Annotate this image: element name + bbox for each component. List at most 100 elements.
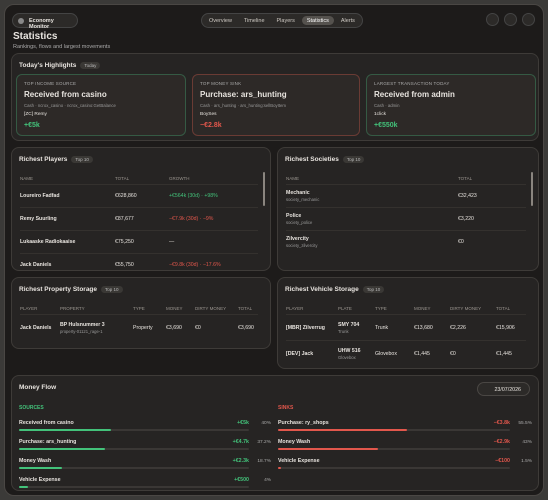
nav-tab[interactable]: Players — [276, 18, 295, 24]
card-title: Received from casino — [24, 90, 107, 99]
flow-track — [278, 448, 510, 450]
flow-row: Vehicle Expense −€100 1.5% — [278, 458, 532, 476]
column-header: DIRTY MONEY — [195, 305, 227, 311]
title-text: Richest Property Storage — [19, 286, 98, 294]
panel-title: Money Flow — [19, 384, 57, 391]
badge: Today — [80, 62, 101, 69]
table-cell: Loureiro Fadfad — [20, 193, 60, 199]
flow-share: 18.7% — [257, 459, 271, 464]
table-cell: Trunk — [375, 324, 389, 331]
card-label: TOP INCOME SOURCE — [24, 81, 77, 86]
table-cell: Jack Daniels — [20, 262, 52, 268]
flow-name: Vehicle Expense — [278, 458, 320, 464]
table-row[interactable]: Police society_police €3,220 — [286, 207, 526, 230]
flow-row: Vehicle Expense +€500 4% — [19, 477, 271, 495]
flow-amount: +€4.7k — [232, 439, 249, 445]
table: PLAYER PLATE TYPE MONEY DIRTY MONEY TOTAL [MBR… — [286, 302, 526, 366]
flow-name: Purchase: ars_hunting — [19, 439, 77, 445]
column-header: TYPE — [375, 305, 387, 311]
card-amount: +€550k — [374, 122, 398, 129]
table-cell: Mechanic society_mechanic — [286, 190, 458, 202]
card-detail: Cash · admin — [374, 103, 400, 108]
cell-sub: property-01121_rage-1 — [60, 328, 103, 334]
nav-tab[interactable]: Alerts — [340, 18, 355, 24]
column-header: TOTAL — [458, 175, 473, 181]
cell-sub: Trunk — [338, 328, 349, 334]
cell-main: SMY 704 — [338, 321, 360, 328]
nav-tab[interactable]: Overview — [209, 18, 232, 24]
card-actor: BoySes — [200, 112, 217, 117]
table-cell: €87,677 — [115, 216, 134, 222]
flow-share: 40% — [261, 421, 271, 426]
flow-name: Vehicle Expense — [19, 477, 61, 483]
scrollbar — [263, 172, 265, 206]
table-row[interactable]: Loureiro Fadfad €628,860 +€564k (30d) · +9… — [20, 184, 258, 207]
flow-track — [278, 467, 510, 469]
card-label: LARGEST TRANSACTION TODAY — [374, 81, 450, 86]
highlight-card: TOP INCOME SOURCE Received from casino Cas… — [16, 74, 186, 136]
panel-title: Richest Vehicle Storage Top 10 — [285, 286, 385, 293]
column-header: PLAYER — [20, 305, 38, 311]
table-row[interactable]: [DEV] Jack UHW 516 Glovebox Glovebox €1,445 €… — [286, 340, 526, 366]
cell-sub: society_zilvercity — [286, 243, 318, 248]
table-cell: Zilvercity society_zilvercity — [286, 236, 458, 248]
nav-bar: Overview Timeline Players Statistics Alerts — [201, 13, 363, 28]
table-cell: €32,423 — [458, 193, 477, 199]
flow-name: Money Wash — [278, 439, 311, 445]
cell-main: UHW 516 — [338, 347, 361, 354]
flow-name: Received from casino — [19, 420, 74, 426]
card-amount: +€5k — [24, 122, 40, 129]
vehicle-panel: Richest Vehicle Storage Top 10 PLAYER PLATE… — [277, 277, 539, 369]
table-row[interactable]: [MBR] Zilverrug SMY 704 Trunk Trunk €13,680 €… — [286, 314, 526, 340]
flow-amount: −€3.8k — [493, 420, 510, 426]
card-label: TOP MONEY SINK — [200, 81, 242, 86]
flow-bar — [278, 448, 378, 450]
date-picker[interactable]: 23/07/2026 — [477, 382, 530, 396]
column-header: TOTAL — [238, 305, 253, 311]
flow-track — [19, 486, 249, 488]
table-header: PLAYER PROPERTY TYPE MONEY DIRTY MONEY TOTAL — [20, 302, 258, 314]
table-cell: €2,226 — [450, 324, 466, 331]
flow-share: 37.2% — [257, 440, 271, 445]
table-row[interactable]: Jack Daniels €55,750 −€9.8k (30d) · −17.6% — [20, 253, 258, 276]
card-detail: Cash · ncrox_casino · ncrox_casino:GetBa… — [24, 103, 116, 108]
table: NAME TOTAL GROWTH Loureiro Fadfad €628,860 +€… — [20, 172, 258, 276]
highlights-panel: Today's Highlights Today TOP INCOME SOURC… — [11, 53, 539, 141]
card-actor: 1click — [374, 112, 386, 117]
flow-row: Received from casino +€5k 40% — [19, 420, 271, 438]
icon-button[interactable] — [522, 13, 535, 26]
table-row[interactable]: Lukaaske Radiokaaise €75,250 — — [20, 230, 258, 253]
icon-button[interactable] — [486, 13, 499, 26]
flow-share: 55.5% — [518, 421, 532, 426]
table-row[interactable]: Jack Daniels BP Hulsnummer 3 property-0112… — [20, 314, 258, 340]
column-header: TOTAL — [496, 305, 511, 311]
table-cell: €13,680 — [414, 324, 433, 331]
flow-track — [19, 448, 249, 450]
column-header: PROPERTY — [60, 305, 85, 311]
flow-bar — [278, 467, 282, 469]
icon-button[interactable] — [504, 13, 517, 26]
card-amount: −€2.8k — [200, 122, 222, 129]
nav-tab[interactable]: Timeline — [243, 18, 265, 24]
section-title: SINKS — [278, 405, 294, 411]
table-row[interactable]: Remy Suurling €87,677 −€7.9k (30d) · −9% — [20, 207, 258, 230]
highlight-card: TOP MONEY SINK Purchase: ars_hunting Cash … — [192, 74, 360, 136]
app-logo[interactable]: Economy Monitor — [12, 13, 78, 30]
table-cell: — — [169, 239, 175, 245]
flow-row: Money Wash +€2.3k 18.7% — [19, 458, 271, 476]
column-header: TYPE — [133, 305, 145, 311]
table-header: PLAYER PLATE TYPE MONEY DIRTY MONEY TOTAL — [286, 302, 526, 314]
table-cell: Lukaaske Radiokaaise — [20, 239, 76, 245]
table-cell: [MBR] Zilverrug — [286, 324, 325, 331]
nav-tab[interactable]: Statistics — [301, 16, 334, 25]
flow-amount: −€2.9k — [493, 439, 510, 445]
table-cell: €1,445 — [414, 350, 430, 357]
table-row[interactable]: Mechanic society_mechanic €32,423 — [286, 184, 526, 207]
card-title: Received from admin — [374, 90, 455, 99]
table-row[interactable]: Zilvercity society_zilvercity €0 — [286, 230, 526, 253]
table-cell: [DEV] Jack — [286, 350, 314, 357]
flow-name: Purchase: ry_shops — [278, 420, 329, 426]
table-cell: €75,250 — [115, 239, 134, 245]
section-title: SOURCES — [19, 405, 44, 411]
